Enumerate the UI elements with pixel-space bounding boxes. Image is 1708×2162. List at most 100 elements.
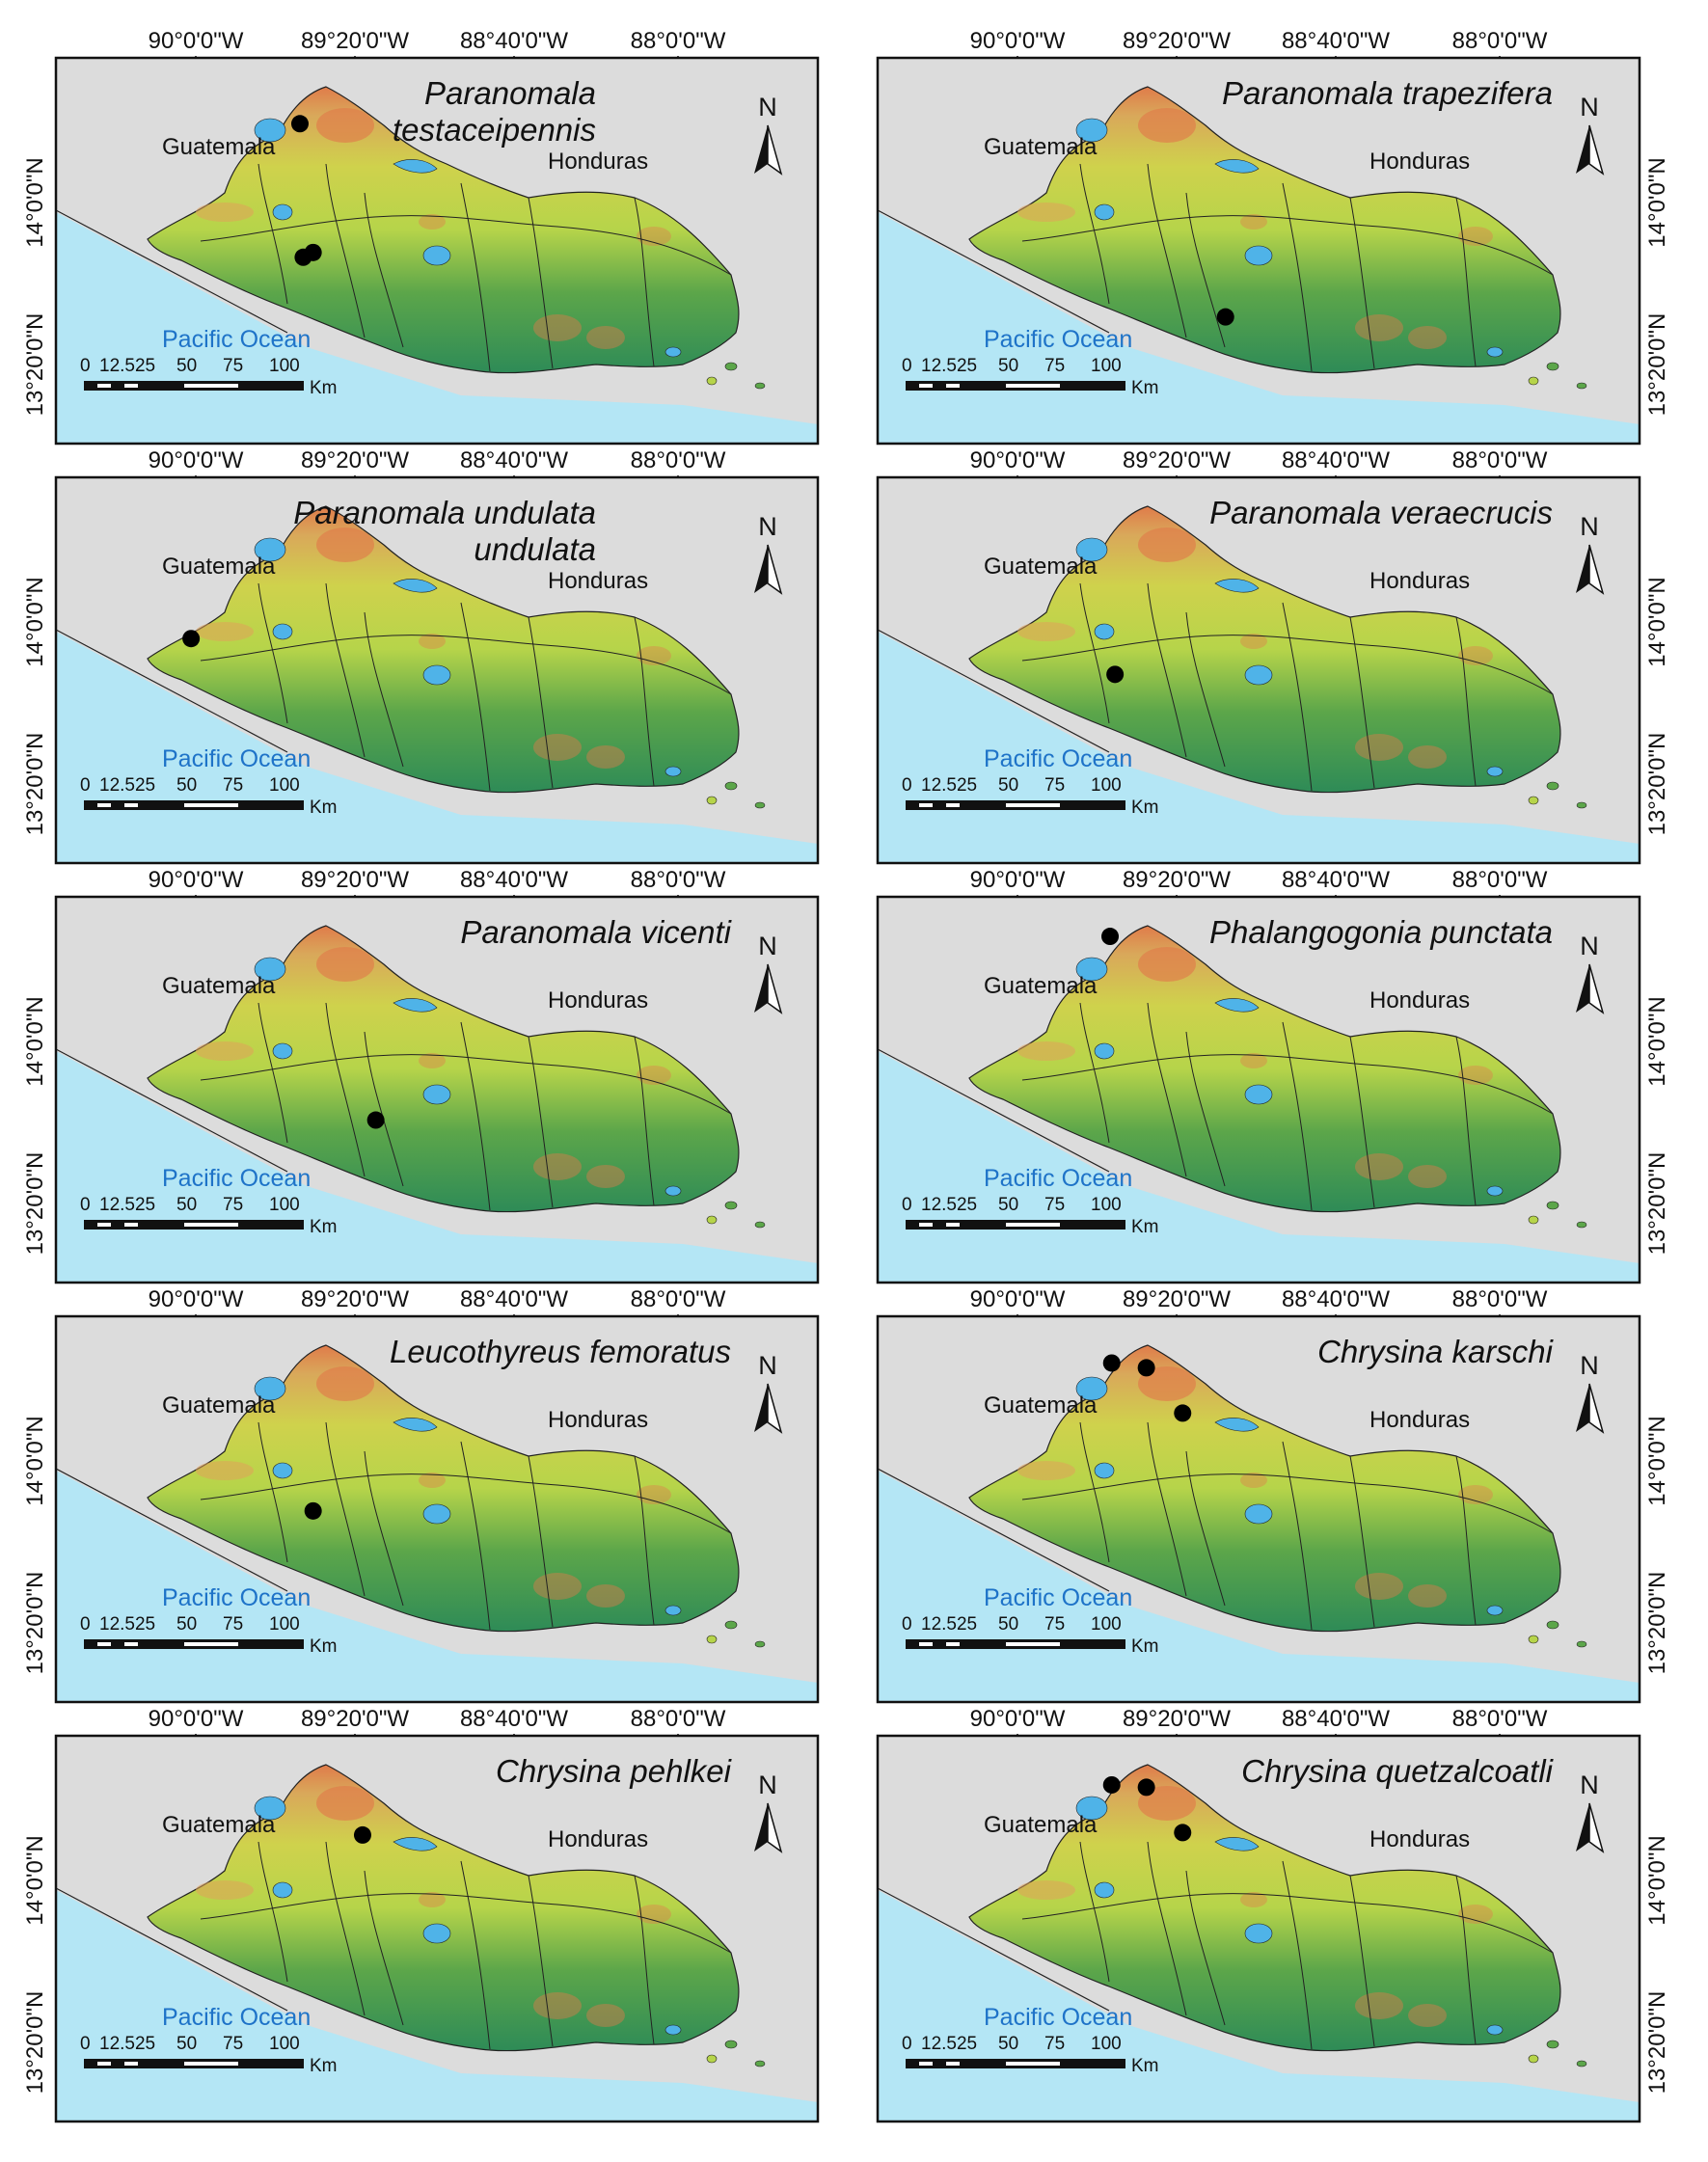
island — [1528, 2054, 1539, 2064]
longitude-tick-label: 89°20'0"W — [1123, 1286, 1231, 1312]
map-panel: 90°0'0"W 89°20'0"W 88°40'0"W 88°0'0"W 14°0'0… — [876, 1286, 1670, 1704]
scale-tick-label: 50 — [998, 775, 1018, 796]
scale-bar: 0 12.525 50 75 100 Km — [902, 1614, 1159, 1657]
svg-text:N: N — [758, 1770, 777, 1799]
island — [1546, 362, 1559, 371]
scale-bar: 0 12.525 50 75 100 Km — [80, 2034, 338, 2076]
latitude-tick-label: 13°20'0"N — [1644, 1152, 1670, 1256]
north-arrow-icon: N — [1576, 93, 1605, 176]
svg-text:N: N — [1580, 1351, 1599, 1380]
scale-bar: 0 12.525 50 75 100 Km — [80, 1195, 338, 1237]
island — [724, 362, 738, 371]
map-frame — [876, 895, 1641, 1284]
label-pacific-ocean: Pacific Ocean — [162, 326, 311, 353]
north-arrow-icon: N — [754, 93, 783, 176]
label-pacific-ocean: Pacific Ocean — [162, 2004, 311, 2031]
svg-text:N: N — [758, 932, 777, 960]
map-panel: 90°0'0"W 89°20'0"W 88°40'0"W 88°0'0"W 14°0'0… — [22, 1706, 820, 2123]
scale-tick-label: 12.525 — [99, 1614, 155, 1635]
longitude-tick-label: 90°0'0"W — [149, 1706, 244, 1732]
map-panel: 90°0'0"W 89°20'0"W 88°40'0"W 88°0'0"W 14°0'0… — [22, 28, 820, 446]
scale-bar: 0 12.525 50 75 100 Km — [902, 775, 1159, 818]
border-line — [56, 1887, 288, 2012]
scale-unit: Km — [1131, 1636, 1159, 1657]
scale-tick-label: 12.525 — [921, 356, 977, 376]
label-honduras: Honduras — [548, 1826, 648, 1852]
latitude-tick-label: 13°20'0"N — [22, 733, 48, 836]
scale-bar: 0 12.525 50 75 100 Km — [80, 1614, 338, 1657]
scale-tick-label: 50 — [176, 2034, 197, 2054]
scale-tick-label: 0 — [902, 775, 912, 796]
label-guatemala: Guatemala — [984, 554, 1098, 580]
scale-tick-label: 100 — [1091, 2034, 1122, 2054]
longitude-tick-label: 89°20'0"W — [301, 1286, 409, 1312]
scale-bar: 0 12.525 50 75 100 Km — [902, 2034, 1159, 2076]
longitude-tick-label: 88°0'0"W — [1452, 1286, 1548, 1312]
species-name: Chrysina pehlkei — [496, 1753, 733, 1789]
scale-unit: Km — [310, 2056, 338, 2076]
island — [754, 801, 766, 809]
north-arrow-icon: N — [754, 932, 783, 1014]
label-guatemala: Guatemala — [984, 1392, 1098, 1419]
longitude-tick-label: 88°40'0"W — [1282, 867, 1390, 893]
map-panel: 90°0'0"W 89°20'0"W 88°40'0"W 88°0'0"W 14°0'0… — [876, 28, 1670, 446]
scale-tick-label: 50 — [998, 1195, 1018, 1215]
longitude-tick-label: 88°40'0"W — [460, 1706, 568, 1732]
svg-text:N: N — [758, 93, 777, 122]
label-pacific-ocean: Pacific Ocean — [984, 745, 1132, 772]
label-guatemala: Guatemala — [984, 1812, 1098, 1838]
longitude-tick-label: 88°40'0"W — [460, 28, 568, 54]
scale-tick-label: 75 — [223, 356, 243, 376]
label-pacific-ocean: Pacific Ocean — [984, 2004, 1132, 2031]
north-arrow-icon: N — [754, 512, 783, 595]
island — [1546, 2040, 1559, 2049]
scale-tick-label: 100 — [1091, 775, 1122, 796]
scale-tick-label: 50 — [998, 1614, 1018, 1635]
longitude-tick-label: 90°0'0"W — [970, 1286, 1066, 1312]
scale-unit: Km — [1131, 2056, 1159, 2076]
record-point — [304, 1501, 322, 1520]
longitude-tick-label: 88°0'0"W — [631, 1286, 726, 1312]
species-name: Paranomala trapezifera — [1222, 75, 1553, 111]
island — [1528, 796, 1539, 805]
island — [1528, 376, 1539, 386]
longitude-tick-label: 88°0'0"W — [1452, 28, 1548, 54]
scale-tick-label: 50 — [176, 356, 197, 376]
latitude-tick-label: 13°20'0"N — [22, 1991, 48, 2094]
scale-unit: Km — [310, 1636, 338, 1657]
island — [1546, 1201, 1559, 1210]
record-point — [1101, 928, 1120, 946]
species-name: Paranomala veraecrucis — [1209, 495, 1553, 530]
map-panels: 90°0'0"W 89°20'0"W 88°40'0"W 88°0'0"W 14°0'0… — [22, 28, 1670, 2123]
scale-tick-label: 100 — [269, 775, 300, 796]
latitude-tick-label: 14°0'0"N — [1644, 996, 1670, 1086]
label-pacific-ocean: Pacific Ocean — [984, 1165, 1132, 1192]
scale-unit: Km — [1131, 1217, 1159, 1237]
scale-unit: Km — [310, 378, 338, 398]
label-pacific-ocean: Pacific Ocean — [162, 1165, 311, 1192]
scale-bar: 0 12.525 50 75 100 Km — [902, 1195, 1159, 1237]
species-name: testaceipennis — [393, 112, 596, 148]
island — [1576, 801, 1587, 809]
island — [1528, 1215, 1539, 1225]
island — [724, 781, 738, 791]
svg-text:N: N — [1580, 932, 1599, 960]
label-honduras: Honduras — [548, 149, 648, 175]
island — [724, 1620, 738, 1630]
label-guatemala: Guatemala — [162, 1392, 276, 1419]
map-frame — [54, 895, 820, 1284]
label-honduras: Honduras — [1369, 1407, 1470, 1433]
record-point — [1102, 1354, 1121, 1372]
longitude-tick-label: 89°20'0"W — [301, 867, 409, 893]
label-pacific-ocean: Pacific Ocean — [162, 1584, 311, 1611]
longitude-tick-label: 89°20'0"W — [1123, 447, 1231, 473]
record-point — [1174, 1404, 1192, 1422]
latitude-tick-label: 13°20'0"N — [1644, 1991, 1670, 2094]
latitude-tick-label: 13°20'0"N — [22, 1572, 48, 1675]
border-line — [878, 1468, 1110, 1592]
north-arrow-icon: N — [754, 1770, 783, 1853]
longitude-tick-label: 90°0'0"W — [970, 28, 1066, 54]
map-panel: 90°0'0"W 89°20'0"W 88°40'0"W 88°0'0"W 14°0'0… — [22, 867, 820, 1284]
species-name: Chrysina karschi — [1317, 1334, 1555, 1369]
